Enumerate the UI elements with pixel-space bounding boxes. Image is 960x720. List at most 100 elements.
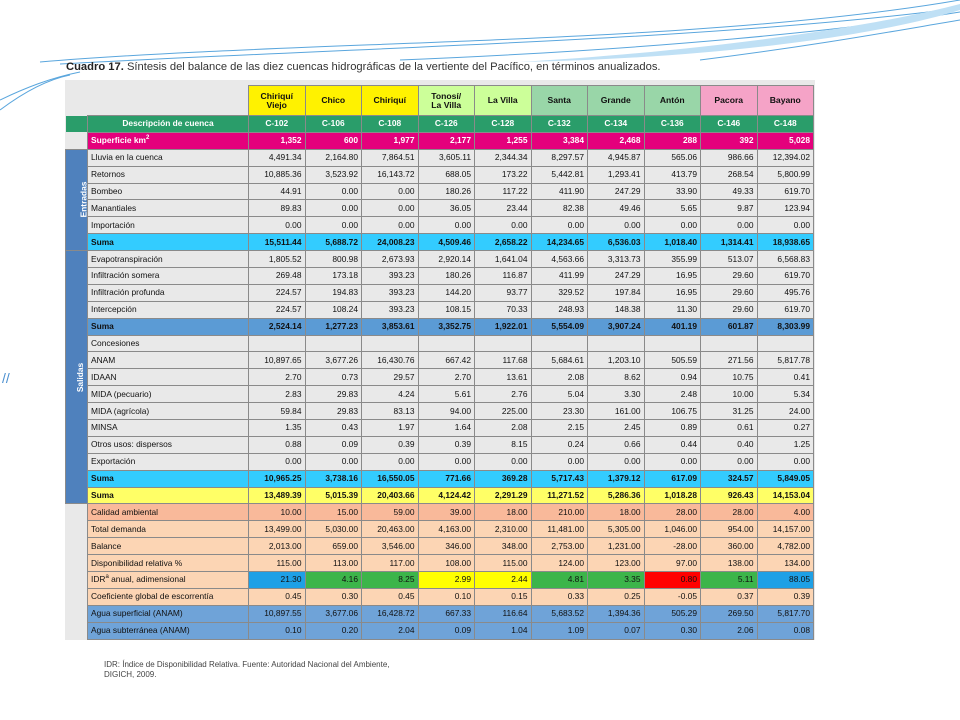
value-cell: 1,046.00	[643, 520, 701, 539]
label-text: IDR	[91, 574, 106, 585]
column-code: C-106	[304, 115, 362, 133]
value-cell: 10.75	[700, 368, 758, 387]
value-cell: -28.00	[643, 537, 701, 556]
value-cell: 123.94	[756, 199, 814, 218]
value-cell: 2.45	[587, 419, 645, 437]
value-cell: 1.04	[474, 621, 532, 640]
value-cell: 0.39	[417, 435, 475, 454]
value-cell: 225.00	[474, 402, 532, 421]
value-cell: 0.30	[304, 587, 362, 606]
data-row: Importación 0.00 0.00 0.00 0.00 0.00 0.00 0.00 0…	[66, 216, 814, 235]
value-cell: 0.00	[304, 452, 362, 471]
value-cell: 2,013.00	[248, 537, 306, 556]
value-cell: 3,677.06	[304, 604, 362, 623]
value-cell: 1,641.04	[474, 250, 532, 269]
value-cell: 5,442.81	[530, 165, 588, 184]
value-cell: 0.00	[474, 216, 532, 235]
value-cell	[474, 334, 532, 353]
value-cell: 113.00	[304, 554, 362, 573]
label-text: MIDA (pecuario)	[91, 388, 152, 399]
value-cell: 4,124.42	[417, 486, 475, 505]
title-text: Síntesis del balance de las diez cuencas…	[126, 61, 661, 73]
value-cell: 619.70	[756, 300, 814, 319]
value-cell: 97.00	[643, 554, 701, 573]
value-cell: 1.25	[756, 435, 814, 454]
column-name: Antón	[643, 85, 701, 116]
value-cell: 2,920.14	[417, 250, 475, 269]
value-cell: 0.24	[530, 435, 588, 454]
value-cell: 4,491.34	[248, 148, 306, 167]
data-row: Total demanda 13,499.00 5,030.00 20,463.00 4…	[66, 520, 814, 539]
value-cell: 667.33	[417, 604, 475, 623]
value-cell: 23.30	[530, 402, 588, 421]
value-cell: 2,753.00	[530, 537, 588, 556]
row-label: Importación	[87, 216, 249, 235]
value-cell: 210.00	[530, 503, 588, 522]
value-cell: 355.99	[643, 250, 701, 269]
row-label: Infiltración profunda	[87, 283, 249, 302]
row-label: Exportación	[87, 452, 249, 471]
swoosh-fill	[520, 4, 960, 62]
blank	[66, 86, 249, 116]
label-text: anual, adimensional	[108, 574, 186, 585]
label-text: Total demanda	[91, 523, 146, 534]
value-cell: 2.70	[417, 368, 475, 387]
data-row: Infiltración somera 269.48 173.18 393.23 180…	[66, 267, 814, 285]
value-cell: 6,536.03	[587, 233, 645, 252]
column-code: C-108	[361, 115, 419, 133]
blank	[66, 504, 88, 521]
value-cell: 0.09	[304, 435, 362, 454]
value-cell: 5,817.70	[756, 604, 814, 623]
code-row: Descripción de cuenca C-102 C-106 C-108 C-12…	[65, 115, 814, 133]
column-code: C-132	[530, 115, 588, 133]
value-cell: 0.43	[304, 419, 362, 437]
value-cell: 800.98	[304, 250, 362, 269]
value-cell: 29.60	[700, 267, 758, 285]
label-text: Coeficiente global de escorrentía	[91, 591, 214, 602]
value-cell: 2,524.14	[248, 317, 306, 336]
value-cell: 180.26	[417, 182, 475, 201]
value-cell: 0.00	[700, 452, 758, 471]
value-cell: 248.93	[530, 300, 588, 319]
blank	[66, 555, 88, 572]
value-cell: 1.97	[361, 419, 419, 437]
value-cell: 1,379.12	[587, 469, 645, 488]
balance-table: Chiriquí Viejo Chico Chiriquí Tonosí/ La Vi…	[65, 85, 814, 640]
value-cell: 619.70	[756, 267, 814, 285]
value-cell: 5,305.00	[587, 520, 645, 539]
value-cell: 348.00	[474, 537, 532, 556]
value-cell: 124.00	[530, 554, 588, 573]
value-cell: 3,605.11	[417, 148, 475, 167]
label-text: IDAAN	[91, 371, 117, 382]
value-cell: 16,550.05	[361, 469, 419, 488]
value-cell: 116.64	[474, 604, 532, 623]
value-cell: 2,673.93	[361, 250, 419, 269]
label-text: Intercepción	[91, 304, 137, 315]
group-label: Entradas	[65, 148, 88, 252]
column-code: C-134	[587, 115, 645, 133]
label-text: MINSA	[91, 422, 118, 433]
header-row: Chiriquí Viejo Chico Chiriquí Tonosí/ La Vi…	[66, 85, 814, 116]
column-name: Pacora	[700, 85, 758, 116]
blank	[66, 622, 88, 639]
value-cell: 0.00	[587, 452, 645, 471]
value-cell: 0.15	[474, 587, 532, 606]
value-cell: 29.83	[304, 385, 362, 404]
value-cell: 1,352	[248, 131, 306, 150]
area-row: Superficie km2 1,352 600 1,977 2,177 1,255 3,3…	[66, 131, 814, 150]
row-label: Suma	[87, 233, 249, 252]
value-cell: 224.57	[248, 283, 306, 302]
value-cell: 123.00	[587, 554, 645, 573]
value-cell: 16,428.72	[361, 604, 419, 623]
value-cell: 0.00	[643, 452, 701, 471]
value-cell: 28.00	[643, 503, 701, 522]
value-cell: 600	[304, 131, 362, 150]
value-cell: 393.23	[361, 267, 419, 285]
row-label: IDAAN	[87, 368, 249, 387]
value-cell: 3,313.73	[587, 250, 645, 269]
value-cell: 0.00	[417, 216, 475, 235]
value-cell: 4.16	[304, 571, 362, 589]
value-cell: 4.81	[530, 571, 588, 589]
value-cell: 36.05	[417, 199, 475, 218]
label-text: Suma	[91, 473, 114, 484]
